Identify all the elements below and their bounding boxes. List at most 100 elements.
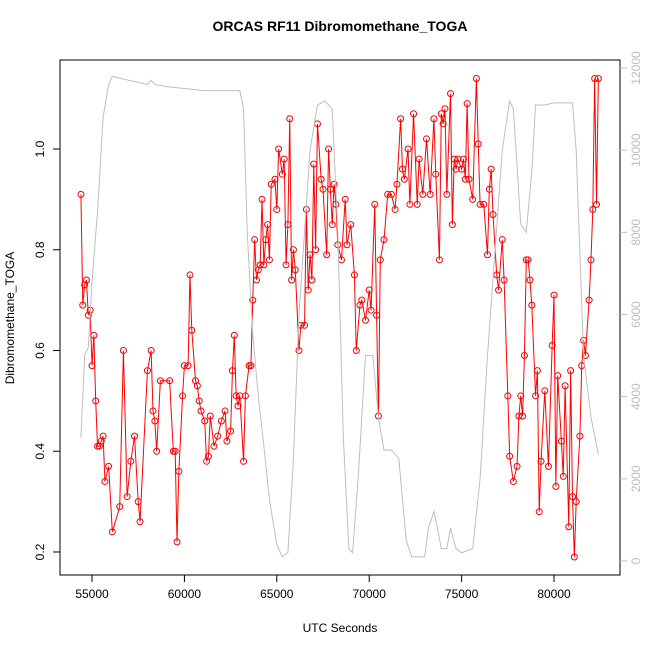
data-point xyxy=(465,175,473,183)
data-point xyxy=(280,155,288,163)
data-point xyxy=(197,407,205,415)
data-point xyxy=(393,180,401,188)
data-point xyxy=(535,508,543,516)
data-point xyxy=(317,175,325,183)
data-point xyxy=(188,326,196,334)
data-point xyxy=(210,442,218,450)
data-point xyxy=(297,321,305,329)
data-point xyxy=(515,412,523,420)
y2-tick-label: 2000 xyxy=(629,465,643,492)
data-point xyxy=(448,221,456,229)
data-point xyxy=(169,447,177,455)
data-point xyxy=(156,377,164,385)
data-point xyxy=(325,145,333,153)
data-point xyxy=(171,447,179,455)
data-point xyxy=(214,432,222,440)
data-point xyxy=(400,175,408,183)
y-tick-label: 0.2 xyxy=(33,543,47,560)
data-point xyxy=(151,417,159,425)
data-point xyxy=(90,331,98,339)
data-point xyxy=(570,553,578,561)
data-point xyxy=(554,372,562,380)
data-point xyxy=(127,457,135,465)
data-point xyxy=(474,140,482,148)
chart-title: ORCAS RF11 Dibromomethane_TOGA xyxy=(213,18,468,34)
data-point xyxy=(88,362,96,370)
data-point xyxy=(406,200,414,208)
data-point xyxy=(506,452,514,460)
data-point xyxy=(278,170,286,178)
data-point xyxy=(520,352,528,360)
data-point xyxy=(116,503,124,511)
x-tick-label: 70000 xyxy=(353,587,387,601)
data-point xyxy=(461,175,469,183)
y2-tick-label: 8000 xyxy=(629,219,643,246)
data-point xyxy=(99,432,107,440)
x-tick-label: 65000 xyxy=(260,587,294,601)
data-point xyxy=(256,261,264,269)
y2-tick-label: 4000 xyxy=(629,383,643,410)
data-point xyxy=(362,316,370,324)
data-point xyxy=(365,286,373,294)
data-point xyxy=(147,346,155,354)
data-point xyxy=(295,346,303,354)
data-point xyxy=(415,155,423,163)
data-point xyxy=(304,286,312,294)
data-point xyxy=(398,165,406,173)
x-axis-label: UTC Seconds xyxy=(303,621,378,635)
data-point xyxy=(367,306,375,314)
data-point xyxy=(500,276,508,284)
data-point xyxy=(173,538,181,546)
y2-tick-label: 6000 xyxy=(629,301,643,328)
data-point xyxy=(589,205,597,213)
data-point xyxy=(422,135,430,143)
data-point xyxy=(143,367,151,375)
data-point xyxy=(509,477,517,485)
data-point xyxy=(134,498,142,506)
data-point xyxy=(561,382,569,390)
data-point xyxy=(136,518,144,526)
data-point xyxy=(289,246,297,254)
data-point xyxy=(495,286,503,294)
data-point xyxy=(301,321,309,329)
data-point xyxy=(469,195,477,203)
data-point xyxy=(251,236,259,244)
data-point xyxy=(557,437,565,445)
data-point xyxy=(391,205,399,213)
data-point xyxy=(384,190,392,198)
data-point xyxy=(310,160,318,168)
data-point xyxy=(260,261,268,269)
data-point xyxy=(572,498,580,506)
data-point xyxy=(358,296,366,304)
data-point xyxy=(217,417,225,425)
data-point xyxy=(286,115,294,123)
x-tick-label: 80000 xyxy=(537,587,571,601)
data-point xyxy=(594,74,602,82)
y2-tick-label: 0 xyxy=(629,557,643,564)
data-point xyxy=(526,276,534,284)
data-point xyxy=(323,251,331,259)
x-tick-label: 75000 xyxy=(445,587,479,601)
data-point xyxy=(513,462,521,470)
data-point xyxy=(443,190,451,198)
data-point xyxy=(206,412,214,420)
data-point xyxy=(463,100,471,108)
data-point xyxy=(413,200,421,208)
data-point xyxy=(326,185,334,193)
data-point xyxy=(548,341,556,349)
data-point xyxy=(267,180,275,188)
data-point xyxy=(587,256,595,264)
data-point xyxy=(591,74,599,82)
data-point xyxy=(230,331,238,339)
data-point xyxy=(528,301,536,309)
data-point xyxy=(519,412,527,420)
y2-tick-label: 10000 xyxy=(629,133,643,167)
data-point xyxy=(483,251,491,259)
data-point xyxy=(228,367,236,375)
data-point xyxy=(380,236,388,244)
data-point xyxy=(593,200,601,208)
data-point xyxy=(262,236,270,244)
data-point xyxy=(376,256,384,264)
